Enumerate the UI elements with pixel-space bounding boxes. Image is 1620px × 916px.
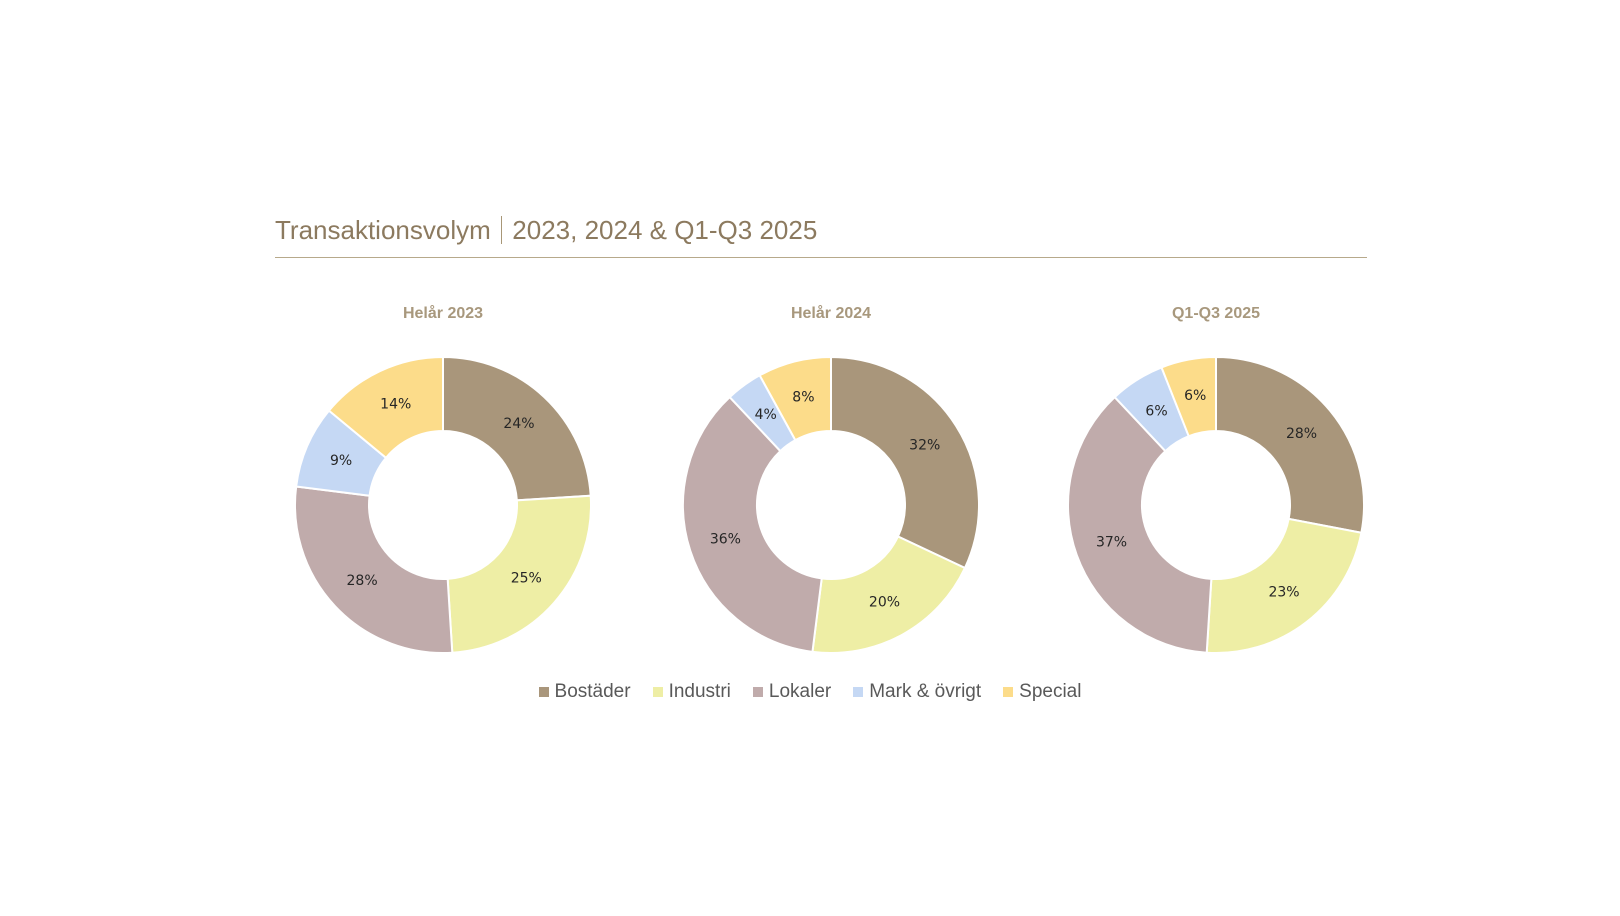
slice-industri bbox=[1205, 517, 1363, 654]
slice-bostader bbox=[442, 355, 592, 502]
data-label-lokaler: 28% bbox=[347, 573, 378, 589]
data-label-special: 8% bbox=[792, 389, 814, 405]
legend-item-special: Special bbox=[1003, 681, 1081, 703]
chart-header: Transaktionsvolym 2023, 2024 & Q1-Q3 2025 bbox=[275, 214, 1367, 258]
slice-lokaler bbox=[1067, 395, 1213, 654]
data-label-industri: 23% bbox=[1268, 585, 1299, 601]
title-separator bbox=[500, 216, 503, 244]
legend-swatch-mark bbox=[853, 687, 864, 697]
data-label-bostader: 32% bbox=[909, 438, 940, 454]
slice-lokaler bbox=[294, 485, 454, 654]
data-label-special: 14% bbox=[380, 397, 411, 413]
donut-chart-2023: 24% 25% 28% 9% 14% bbox=[294, 355, 592, 654]
data-label-mark: 4% bbox=[755, 407, 777, 423]
legend-swatch-industri bbox=[652, 687, 663, 697]
legend-swatch-bostader bbox=[538, 687, 549, 697]
chart-title-2023: Helår 2023 bbox=[402, 305, 484, 322]
data-label-bostader: 28% bbox=[1286, 426, 1317, 442]
title-main: Transaktionsvolym bbox=[275, 215, 491, 245]
slice-industri bbox=[811, 535, 967, 654]
legend-swatch-special bbox=[1003, 687, 1014, 697]
data-label-industri: 20% bbox=[869, 594, 900, 610]
donut-chart-2025: 28% 23% 37% 6% 6% bbox=[1067, 355, 1365, 654]
slice-bostader bbox=[1215, 355, 1365, 534]
page-title: Transaktionsvolym 2023, 2024 & Q1-Q3 2025 bbox=[275, 214, 817, 246]
slice-lokaler bbox=[682, 395, 823, 653]
legend-item-industri: Industri bbox=[652, 681, 731, 703]
legend-label: Industri bbox=[668, 681, 731, 702]
legend-label: Mark & övrigt bbox=[869, 681, 982, 702]
data-label-industri: 25% bbox=[511, 570, 542, 586]
legend-item-bostader: Bostäder bbox=[538, 681, 631, 703]
title-subtitle: 2023, 2024 & Q1-Q3 2025 bbox=[512, 215, 818, 245]
legend-item-mark: Mark & övrigt bbox=[853, 681, 981, 703]
slice-special bbox=[758, 355, 832, 442]
legend-label: Lokaler bbox=[768, 681, 832, 702]
legend-label: Special bbox=[1019, 681, 1082, 702]
data-label-lokaler: 36% bbox=[710, 531, 741, 547]
data-label-bostader: 24% bbox=[503, 416, 534, 432]
slice-special bbox=[327, 355, 444, 460]
data-label-lokaler: 37% bbox=[1096, 535, 1127, 551]
data-label-mark: 6% bbox=[1145, 403, 1167, 419]
legend-item-lokaler: Lokaler bbox=[752, 681, 832, 703]
slice-industri bbox=[446, 494, 592, 654]
legend: Bostäder Industri Lokaler Mark & övrigt … bbox=[0, 681, 1620, 703]
chart-title-2025: Q1-Q3 2025 bbox=[1171, 305, 1261, 322]
data-label-special: 6% bbox=[1184, 388, 1206, 404]
slice-special bbox=[1160, 355, 1217, 438]
legend-swatch-lokaler bbox=[752, 687, 763, 697]
legend-label: Bostäder bbox=[554, 681, 631, 702]
donut-chart-2024: 32% 20% 36% 4% 8% bbox=[682, 355, 980, 654]
chart-title-2024: Helår 2024 bbox=[790, 305, 872, 322]
slice-bostader bbox=[830, 355, 980, 570]
data-label-mark: 9% bbox=[330, 453, 352, 469]
